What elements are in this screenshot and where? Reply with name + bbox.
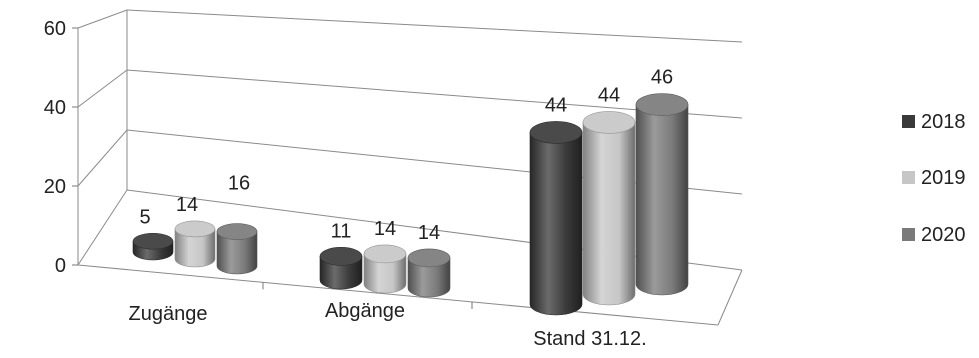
data-label: 14 (418, 222, 440, 244)
bar-body (635, 104, 689, 296)
legend-swatch (902, 115, 915, 128)
bar-top (407, 248, 451, 268)
bar-body (319, 256, 363, 290)
legend-label: 2018 (921, 111, 966, 133)
bar-top (319, 247, 363, 266)
bar (635, 93, 689, 296)
bar (174, 220, 216, 268)
bar-top (529, 121, 583, 144)
data-label: 14 (176, 194, 198, 216)
x-tick-label: Zugänge (129, 303, 208, 325)
bar (529, 121, 583, 316)
bar-body (582, 122, 636, 306)
y-tick-label: 40 (44, 97, 66, 119)
bar-top (635, 93, 689, 116)
data-label: 14 (374, 218, 396, 240)
data-label: 16 (228, 173, 250, 195)
bar-top (132, 232, 174, 250)
gridline-60 (77, 9, 743, 43)
axes: 0 20 40 60 Zugänge Abgänge Stand 31.12. (44, 10, 743, 350)
legend-label: 2019 (921, 167, 966, 189)
bar-body (363, 253, 407, 294)
bar-body (407, 257, 451, 298)
legend-swatch (902, 171, 915, 184)
y-tick-label: 0 (55, 255, 66, 277)
legend-label: 2020 (921, 224, 966, 246)
bar-top (216, 223, 258, 240)
bar-top (582, 111, 636, 134)
data-labels: 5 14 16 11 14 14 44 44 46 (139, 67, 673, 244)
bar (132, 232, 174, 261)
bar (216, 223, 258, 275)
legend: 2018 2019 2020 (902, 111, 966, 246)
data-label: 11 (331, 220, 352, 242)
floor-right-edge (717, 269, 743, 326)
data-label: 44 (598, 84, 620, 106)
legend-swatch (902, 228, 915, 241)
bar-top (363, 244, 407, 264)
bar (363, 244, 407, 294)
data-label: 5 (139, 206, 150, 228)
bar (582, 111, 636, 306)
bar-body (216, 231, 258, 275)
bar (319, 247, 363, 290)
x-tick-label: Stand 31.12. (533, 328, 646, 350)
x-tick-label: Abgänge (325, 300, 405, 322)
data-label: 46 (651, 67, 673, 89)
x-axis-line (77, 264, 719, 326)
bar-body (529, 132, 583, 316)
bar-body (174, 228, 216, 268)
bars (132, 93, 689, 316)
bar (407, 248, 451, 298)
bar-top (174, 220, 216, 238)
y-tick-label: 20 (44, 176, 66, 198)
y-tick-label: 60 (44, 18, 66, 40)
data-label: 44 (545, 94, 567, 116)
